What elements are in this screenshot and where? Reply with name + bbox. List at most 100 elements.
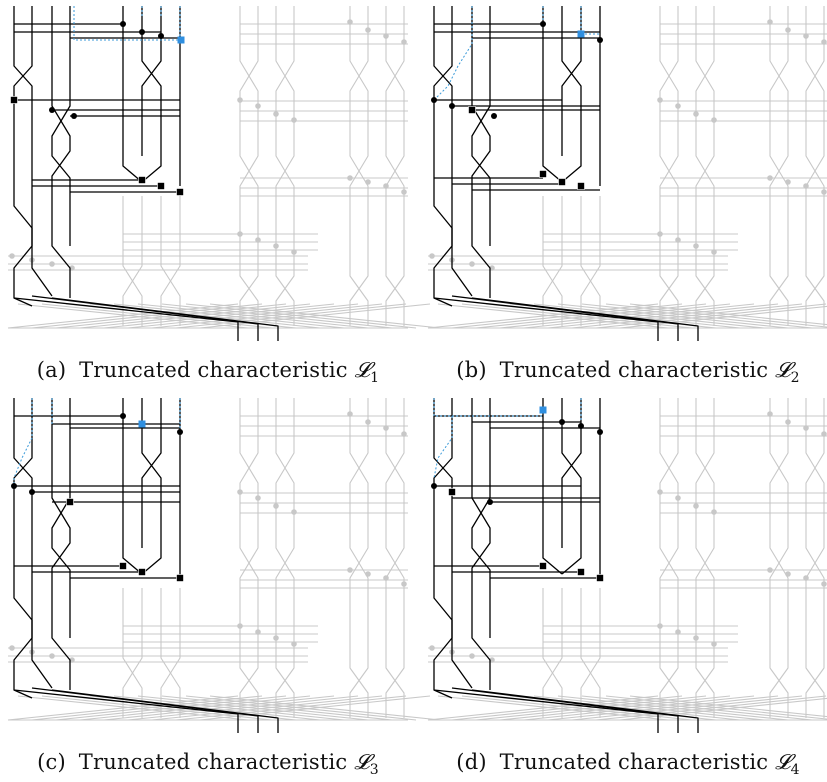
path-strand	[471, 398, 491, 690]
network-node	[383, 33, 389, 39]
path-strand	[433, 398, 473, 689]
network-fan	[175, 695, 407, 721]
path-node	[449, 103, 455, 109]
caption-b: (b) Truncated characteristic 𝓛2	[428, 358, 827, 386]
path-node	[487, 499, 493, 505]
network-node	[383, 425, 389, 431]
path-diagonal	[51, 297, 279, 341]
network-node	[255, 103, 261, 109]
network-strand	[349, 6, 369, 326]
network-node	[347, 175, 353, 181]
caption-text: Truncated characteristic	[79, 358, 348, 382]
caption-symbol: 𝓛	[775, 358, 791, 382]
network-node	[291, 117, 297, 123]
path-node-square	[119, 562, 127, 570]
network-fan	[185, 303, 417, 329]
network-node	[49, 653, 55, 659]
network-node	[767, 567, 773, 573]
network-node	[365, 179, 371, 185]
network-strand	[542, 588, 563, 718]
network-fan	[137, 303, 369, 329]
network-node	[693, 503, 699, 509]
path-strand	[561, 398, 582, 575]
network-node	[291, 641, 297, 647]
network-fan	[605, 695, 827, 720]
path-node-square	[596, 574, 604, 582]
network-node	[347, 19, 353, 25]
network-node	[429, 253, 435, 259]
network-fan	[113, 695, 345, 721]
caption-subscript: 4	[790, 762, 800, 779]
network-node	[429, 645, 435, 651]
network-strand	[659, 6, 679, 326]
path-strand	[13, 398, 53, 689]
network-node	[657, 97, 663, 103]
network-node	[675, 237, 681, 243]
path-node	[120, 21, 126, 27]
network-node	[693, 635, 699, 641]
path-node-square	[138, 176, 146, 184]
path-node-square	[539, 562, 547, 570]
path-node	[597, 37, 603, 43]
path-node-square	[577, 182, 585, 190]
path-dotted-trace	[433, 6, 473, 101]
network-node	[821, 431, 827, 437]
network-fan	[199, 303, 431, 329]
path-node-square	[558, 178, 566, 186]
caption-label: (d)	[456, 750, 487, 774]
network-node	[693, 243, 699, 249]
network-fan	[571, 695, 803, 721]
path-node	[431, 483, 437, 489]
network-node	[401, 39, 407, 45]
network-node	[273, 503, 279, 509]
path-node	[139, 29, 145, 35]
path-strand	[141, 398, 162, 548]
path-dotted-trace	[73, 6, 181, 41]
network-strand	[385, 398, 405, 718]
network-strand	[385, 6, 405, 326]
path-dotted-trace	[580, 6, 600, 35]
network-node	[675, 629, 681, 635]
panel-b	[427, 6, 827, 341]
caption-symbol: 𝓛	[354, 750, 370, 774]
highlight-node	[177, 36, 185, 44]
path-node	[120, 413, 126, 419]
path-strand	[141, 6, 162, 183]
network-fan	[547, 695, 779, 721]
caption-text: Truncated characteristic	[78, 750, 348, 774]
path-strand	[561, 6, 582, 183]
path-strand	[561, 6, 582, 156]
network-node	[803, 425, 809, 431]
network-node	[711, 641, 717, 647]
network-node	[693, 111, 699, 117]
network-node	[675, 103, 681, 109]
network-fan	[175, 303, 407, 329]
network-strand	[695, 398, 715, 718]
network-node	[767, 411, 773, 417]
network-node	[9, 645, 15, 651]
path-diagonal	[433, 297, 659, 341]
highlight-node	[138, 420, 146, 428]
network-fan	[581, 303, 813, 329]
network-strand	[805, 6, 825, 326]
network-strand	[122, 196, 143, 326]
network-strand	[349, 6, 369, 326]
caption-symbol: 𝓛	[775, 750, 791, 774]
caption-text: Truncated characteristic	[499, 750, 769, 774]
path-node	[158, 33, 164, 39]
path-node	[177, 429, 183, 435]
diagram-a	[7, 6, 441, 341]
network-fan	[161, 695, 393, 721]
network-strand	[769, 6, 789, 326]
path-strand	[141, 398, 162, 575]
path-dotted-trace	[433, 416, 453, 479]
network-strand	[805, 398, 825, 718]
network-strand	[275, 398, 295, 718]
network-node	[657, 489, 663, 495]
caption-label: (a)	[36, 358, 67, 382]
network-fan	[209, 695, 441, 721]
network-strand	[239, 398, 259, 718]
path-dotted-trace	[433, 398, 543, 417]
path-strand	[471, 6, 491, 246]
network-node	[49, 261, 55, 267]
